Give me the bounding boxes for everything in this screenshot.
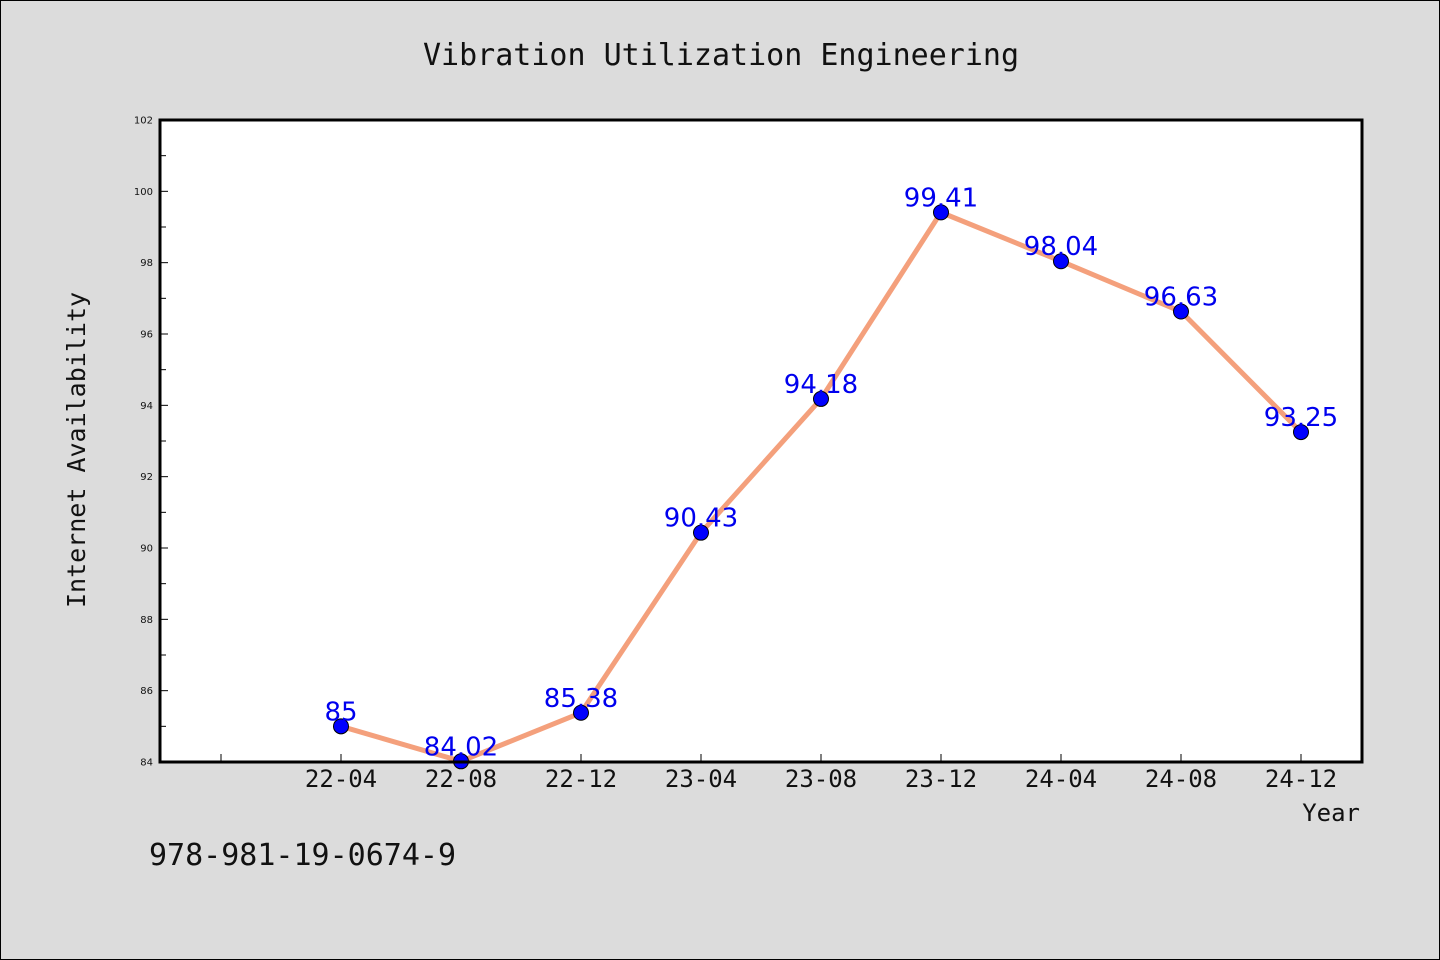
plot-area: [160, 120, 1362, 762]
data-point: [933, 204, 949, 221]
x-tick-label: 23-04: [665, 765, 737, 793]
data-point: [1173, 303, 1189, 320]
data-point: [1053, 253, 1069, 270]
x-tick-label: 24-12: [1265, 765, 1337, 793]
data-point: [333, 718, 349, 735]
x-axis-label: Year: [1302, 799, 1360, 827]
plot-frame: [158, 118, 1364, 764]
data-point: [813, 390, 829, 407]
y-tick-label: 102: [134, 116, 153, 127]
x-tick-label: 24-08: [1145, 765, 1217, 793]
data-point: [1293, 424, 1309, 441]
data-label: 84.02: [424, 732, 498, 762]
data-label: 98.04: [1024, 232, 1098, 262]
y-tick-label: 92: [140, 472, 153, 483]
y-tick-label: 88: [140, 615, 153, 626]
data-label: 85.38: [544, 684, 618, 714]
chart-title: Vibration Utilization Engineering: [423, 38, 1019, 73]
y-tick-label: 86: [140, 686, 153, 697]
y-tick-label: 84: [140, 758, 153, 769]
data-label: 96.63: [1144, 283, 1218, 313]
data-point: [693, 524, 709, 541]
footnote-isbn: 978-981-19-0674-9: [149, 838, 456, 873]
data-label: 99.41: [904, 183, 978, 213]
x-tick-label: 22-12: [545, 765, 617, 793]
x-tick-label: 23-12: [905, 765, 977, 793]
data-point: [573, 704, 589, 721]
y-tick-label: 100: [134, 187, 153, 198]
y-axis-label: Internet Availability: [62, 292, 91, 608]
data-label: 94.18: [784, 370, 858, 400]
y-tick-label: 98: [140, 258, 153, 269]
data-labels-layer: 85 84.02 85.38 90.43 94.18 99.41 98.04 96.63 93.…: [324, 183, 1338, 762]
x-tick-label: 24-04: [1025, 765, 1097, 793]
x-axis-ticks: 22-04 22-08 22-12 23-04 23-08 23-12 24-04 24-08…: [220, 754, 1337, 793]
data-label: 93.25: [1264, 403, 1338, 433]
data-label: 85: [324, 697, 357, 727]
y-tick-label: 90: [140, 544, 153, 555]
y-tick-label: 94: [140, 401, 153, 412]
data-label: 90.43: [664, 504, 738, 534]
y-tick-label: 96: [140, 330, 153, 341]
y-axis-ticks: 84 86 88 90 92 94 96 98 100 102: [134, 116, 168, 769]
x-tick-label: 22-08: [425, 765, 497, 793]
x-tick-label: 22-04: [305, 765, 377, 793]
x-tick-label: 23-08: [785, 765, 857, 793]
series-layer: [333, 204, 1309, 770]
